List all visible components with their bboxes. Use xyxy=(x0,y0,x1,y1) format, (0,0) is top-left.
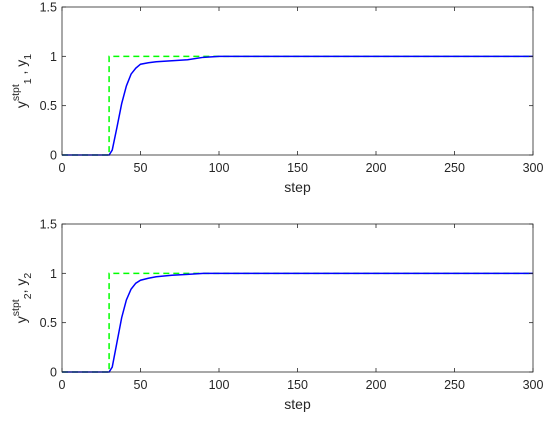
x-tick-label: 150 xyxy=(287,161,308,175)
y-tick-label: 0 xyxy=(50,149,57,163)
x-axis-label: step xyxy=(284,179,311,195)
y-axis-label: ystpt2, y2 xyxy=(10,273,34,324)
series-line-2 xyxy=(62,272,533,373)
y-tick-label: 1.5 xyxy=(40,1,57,15)
x-tick-label: 250 xyxy=(444,161,465,175)
y-tick-label: 0 xyxy=(50,366,57,380)
x-tick-label: 200 xyxy=(366,161,387,175)
x-tick-label: 300 xyxy=(523,161,544,175)
chart-panel-1: 0 50 100 150 200 250 300 0 0.5 1 1.5 step ystpt1 , y… xyxy=(10,1,543,196)
y-tick-label: 0.5 xyxy=(40,99,57,113)
plot-area xyxy=(62,7,533,155)
y-tick-label: 1 xyxy=(50,267,57,281)
x-axis-label: step xyxy=(284,396,311,412)
x-tick-label: 100 xyxy=(209,161,230,175)
chart-panel-2: 0 50 100 150 200 250 300 0 0.5 1 1.5 step ystpt2, y2 xyxy=(10,218,543,413)
x-tick-label: 50 xyxy=(134,161,148,175)
x-tick-label: 0 xyxy=(59,378,66,392)
x-tick-label: 0 xyxy=(59,161,66,175)
series-line-2 xyxy=(62,55,533,156)
x-tick-label: 250 xyxy=(444,378,465,392)
y-tick-label: 1.5 xyxy=(40,218,57,232)
y-tick-label: 1 xyxy=(50,50,57,64)
x-tick-label: 50 xyxy=(134,378,148,392)
x-tick-label: 150 xyxy=(287,378,308,392)
y-axis-label: ystpt1 , y1 xyxy=(10,54,34,108)
x-tick-label: 100 xyxy=(209,378,230,392)
x-tick-label: 300 xyxy=(523,378,544,392)
y-tick-label: 0.5 xyxy=(40,316,57,330)
x-tick-label: 200 xyxy=(366,378,387,392)
plot-area xyxy=(62,224,533,372)
